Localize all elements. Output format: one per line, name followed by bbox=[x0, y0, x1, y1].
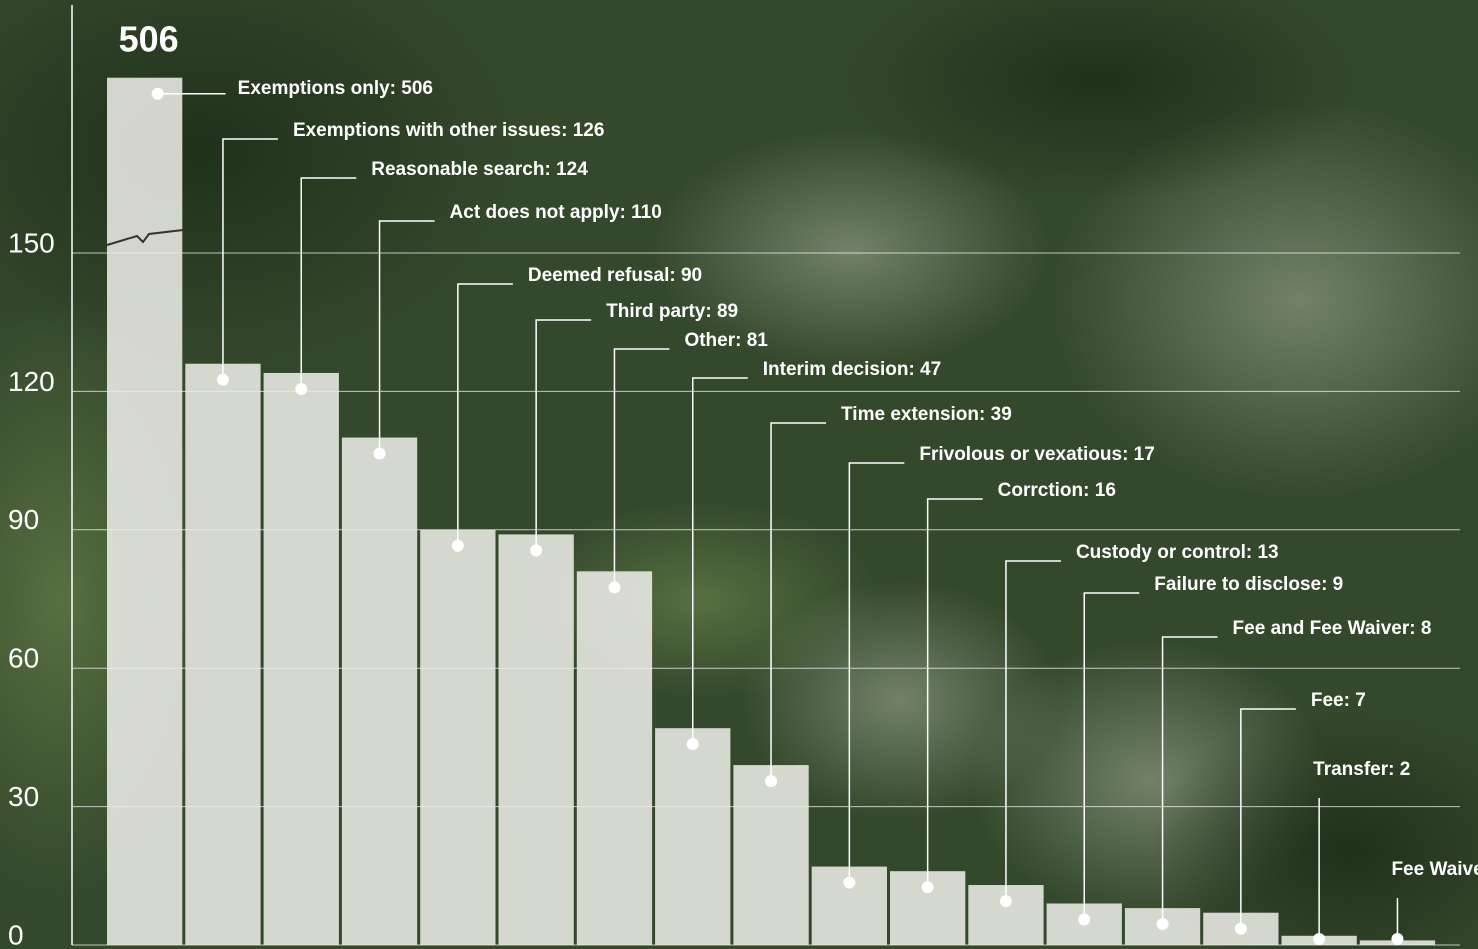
callout-line bbox=[1161, 636, 1218, 925]
bar bbox=[498, 534, 574, 945]
callout-label: Custody or control: 13 bbox=[1076, 542, 1279, 563]
callout-dot bbox=[373, 447, 386, 460]
callout-dot bbox=[530, 544, 543, 557]
callout-line bbox=[300, 177, 357, 389]
callout-label: Reasonable search: 124 bbox=[371, 159, 588, 180]
callout-dot bbox=[921, 881, 934, 894]
callout-dot bbox=[451, 539, 464, 552]
callout-label: Failure to disclose: 9 bbox=[1154, 574, 1343, 595]
data-label: 506 bbox=[119, 19, 179, 60]
callout-label: Corrction: 16 bbox=[998, 480, 1116, 501]
callout-line bbox=[1240, 708, 1296, 929]
axis-break bbox=[106, 229, 184, 246]
callout-label: Fee Waiver: 1 bbox=[1391, 859, 1478, 880]
callout-line bbox=[692, 377, 748, 745]
callout-label: Transfer: 2 bbox=[1313, 759, 1410, 780]
callout-line bbox=[378, 220, 435, 454]
callout-label: Other: 81 bbox=[684, 330, 768, 351]
y-tick-label: 0 bbox=[8, 919, 24, 949]
callout-label: Third party: 89 bbox=[606, 301, 738, 322]
callout-dot bbox=[765, 775, 778, 788]
callout-label: Exemptions with other issues: 126 bbox=[293, 120, 604, 141]
callout-line bbox=[1083, 592, 1140, 920]
callout-line bbox=[222, 138, 278, 380]
callout-label: Time extension: 39 bbox=[841, 404, 1012, 425]
bar bbox=[107, 77, 183, 945]
callout-line bbox=[613, 348, 670, 588]
callout-dot bbox=[1391, 933, 1404, 945]
bar bbox=[263, 372, 339, 945]
callout-label: Fee and Fee Waiver: 8 bbox=[1233, 618, 1432, 639]
bar bbox=[341, 437, 418, 945]
callout-dot bbox=[1156, 918, 1169, 931]
y-tick-label: 150 bbox=[8, 227, 55, 258]
bar bbox=[576, 571, 653, 945]
callout-dot bbox=[216, 373, 229, 386]
callout-dot bbox=[295, 382, 308, 395]
bar bbox=[185, 363, 261, 945]
callout-label: Act does not apply: 110 bbox=[450, 202, 662, 223]
callout-line bbox=[926, 498, 983, 888]
callout-line bbox=[770, 422, 827, 782]
callout-label: Frivolous or vexatious: 17 bbox=[919, 444, 1154, 465]
y-tick-label: 90 bbox=[8, 504, 39, 535]
bar bbox=[655, 728, 731, 945]
callout-dot bbox=[1078, 913, 1091, 926]
callout-line bbox=[457, 283, 513, 546]
callout-line bbox=[848, 462, 905, 883]
bars bbox=[107, 77, 1436, 945]
y-tick-label: 30 bbox=[8, 781, 39, 812]
callout-dot bbox=[686, 738, 699, 751]
callout-dot bbox=[843, 876, 856, 889]
callout-label: Deemed refusal: 90 bbox=[528, 265, 702, 286]
callout-line bbox=[1005, 560, 1061, 902]
callout-dot bbox=[608, 581, 621, 594]
y-tick-label: 120 bbox=[8, 366, 55, 397]
callout-line bbox=[535, 319, 592, 551]
callout-label: Exemptions only: 506 bbox=[238, 78, 433, 99]
callout-label: Interim decision: 47 bbox=[763, 359, 941, 380]
callout-label: Fee: 7 bbox=[1311, 690, 1366, 711]
y-tick-label: 60 bbox=[8, 643, 39, 674]
callout-dot bbox=[1234, 922, 1247, 935]
callout-dot bbox=[151, 87, 164, 100]
bar bbox=[420, 529, 496, 945]
bar bbox=[733, 765, 809, 945]
callout-dot bbox=[1313, 933, 1326, 945]
callout-dot bbox=[999, 895, 1012, 908]
